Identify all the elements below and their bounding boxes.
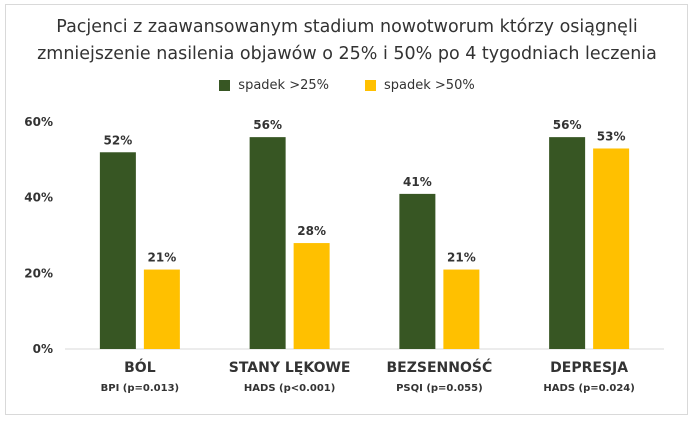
bar xyxy=(293,243,330,349)
data-label: 56% xyxy=(553,118,582,132)
x-category-sublabel: HADS (p=0.024) xyxy=(543,383,634,394)
chart-title: Pacjenci z zaawansowanym stadium nowotwo… xyxy=(0,14,694,68)
legend-item-series-2: spadek >50% xyxy=(365,78,475,93)
legend-item-series-1: spadek >25% xyxy=(219,78,329,93)
data-label: 28% xyxy=(297,224,326,238)
data-label: 21% xyxy=(148,251,177,265)
legend-label-series-2: spadek >50% xyxy=(384,78,475,93)
y-tick-label: 60% xyxy=(24,115,53,129)
x-category-label: BEZSENNOŚĆ xyxy=(387,358,493,376)
y-tick-label: 40% xyxy=(24,191,53,205)
bar xyxy=(399,193,436,349)
bar xyxy=(249,137,286,349)
legend-swatch-series-2 xyxy=(365,80,376,91)
chart-title-line-1: Pacjenci z zaawansowanym stadium nowotwo… xyxy=(56,17,638,37)
data-label: 21% xyxy=(447,251,476,265)
legend-label-series-1: spadek >25% xyxy=(238,78,329,93)
x-category-sublabel: BPI (p=0.013) xyxy=(101,383,179,394)
chart-legend: spadek >25% spadek >50% xyxy=(0,78,694,93)
legend-swatch-series-1 xyxy=(219,80,231,91)
x-category-label: DEPRESJA xyxy=(550,360,628,376)
x-category-label: STANY LĘKOWE xyxy=(229,360,351,376)
x-category-sublabel: HADS (p<0.001) xyxy=(244,383,335,394)
y-tick-label: 0% xyxy=(33,342,53,356)
y-tick-label: 20% xyxy=(24,266,53,280)
bar xyxy=(549,137,586,349)
x-category-sublabel: PSQI (p=0.055) xyxy=(396,383,483,394)
bar xyxy=(99,152,136,349)
data-label: 56% xyxy=(253,118,282,132)
bar xyxy=(143,269,180,349)
chart-title-line-2: zmniejszenie nasilenia objawów o 25% i 5… xyxy=(37,44,657,64)
bar xyxy=(443,269,480,349)
data-label: 52% xyxy=(104,133,133,147)
x-category-label: BÓL xyxy=(124,358,156,376)
data-label: 41% xyxy=(403,175,432,189)
data-label: 53% xyxy=(597,129,626,143)
bar xyxy=(593,148,630,349)
